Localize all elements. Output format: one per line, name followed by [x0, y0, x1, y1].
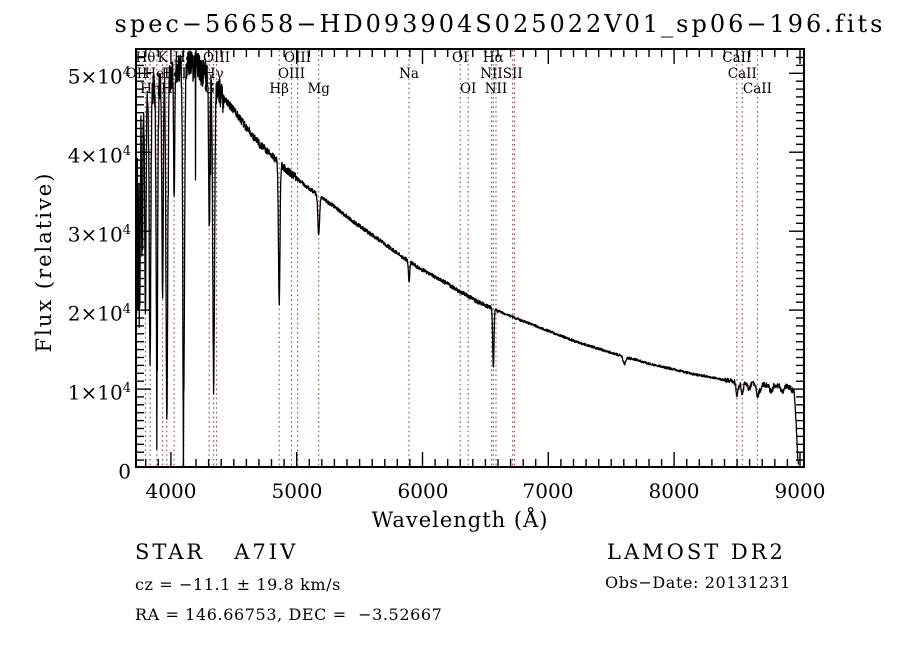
- spectral-line-label-OIII: OIII: [284, 50, 312, 66]
- spectral-line-label-Hη: Hη: [140, 81, 161, 97]
- spectral-line-label-Hθ: Hθ: [135, 50, 156, 66]
- spectral-line-label-OI: OI: [452, 50, 469, 66]
- ra-dec-text: RA = 146.66753, DEC = −3.52667: [135, 605, 443, 624]
- axes-box: [135, 48, 805, 468]
- spectral-line-label-NII: NII: [484, 81, 508, 97]
- spectral-line-label-Mg: Mg: [307, 81, 330, 97]
- y-tick-label-0: 0: [118, 459, 131, 484]
- x-tick-label-4000: 4000: [145, 479, 197, 503]
- spectral-line-label-H: H: [160, 81, 173, 97]
- spectral-line-label-Hα: Hα: [482, 50, 504, 66]
- spectral-line-label-OIII: OIII: [277, 65, 306, 82]
- spectral-line-markers: [135, 50, 758, 466]
- spectral-line-label-G: G: [203, 81, 215, 97]
- y-tick-label-5e4: 5×104: [67, 64, 131, 89]
- x-tick-label-6000: 6000: [397, 479, 449, 503]
- spectral-line-label-Hδ: Hδ: [173, 50, 194, 66]
- y-tick-label-1e4: 1×104: [67, 380, 131, 405]
- spectral-line-label-HeI: HeI: [144, 65, 170, 82]
- spectral-line-label-OII: OII: [125, 65, 148, 82]
- plot-area: OII Hθ Hη HeI K H HeI Hδ G Hγ OIII Hβ OIII OIII Mg Na OI…: [126, 48, 805, 468]
- object-class-text: STAR A7IV: [135, 540, 299, 564]
- x-tick-label-9000: 9000: [774, 479, 826, 503]
- x-tick-label-7000: 7000: [522, 479, 574, 503]
- spectral-line-label-OI: OI: [459, 81, 477, 97]
- spectral-line-label-SII: SII: [502, 65, 523, 82]
- spectral-line-label-K: K: [157, 50, 168, 66]
- obs-date-text: Obs−Date: 20131231: [605, 573, 791, 592]
- spectral-line-label-OIII: OIII: [202, 50, 231, 66]
- spectral-line-label-Na: Na: [399, 65, 419, 82]
- x-axis-title: Wavelength (Å): [371, 508, 549, 532]
- x-tick-label-5000: 5000: [271, 479, 323, 503]
- spectral-line-label-HeI: HeI: [161, 65, 187, 82]
- y-tick-label-3e4: 3×104: [67, 222, 131, 247]
- survey-name-text: LAMOST DR2: [607, 540, 786, 564]
- plot-title: spec−56658−HD093904S025022V01_sp06−196.f…: [114, 10, 886, 38]
- spectral-line-label-CaII: CaII: [727, 65, 757, 82]
- plot-canvas: [135, 48, 805, 468]
- y-tick-label-4e4: 4×104: [67, 143, 131, 168]
- spectral-line-label-NII: NII: [480, 65, 503, 82]
- spectrum-trace: [135, 50, 800, 468]
- spectral-line-label-Hγ: Hγ: [203, 65, 224, 82]
- y-axis-title: Flux (relative): [32, 171, 56, 353]
- spectral-line-label-CaII: CaII: [722, 50, 752, 66]
- y-tick-label-2e4: 2×104: [67, 301, 131, 326]
- x-tick-label-8000: 8000: [648, 479, 700, 503]
- cz-velocity-text: cz = −11.1 ± 19.8 km/s: [135, 575, 341, 594]
- spectral-line-label-CaII: CaII: [742, 81, 772, 97]
- spectral-line-label-Hβ: Hβ: [269, 81, 289, 97]
